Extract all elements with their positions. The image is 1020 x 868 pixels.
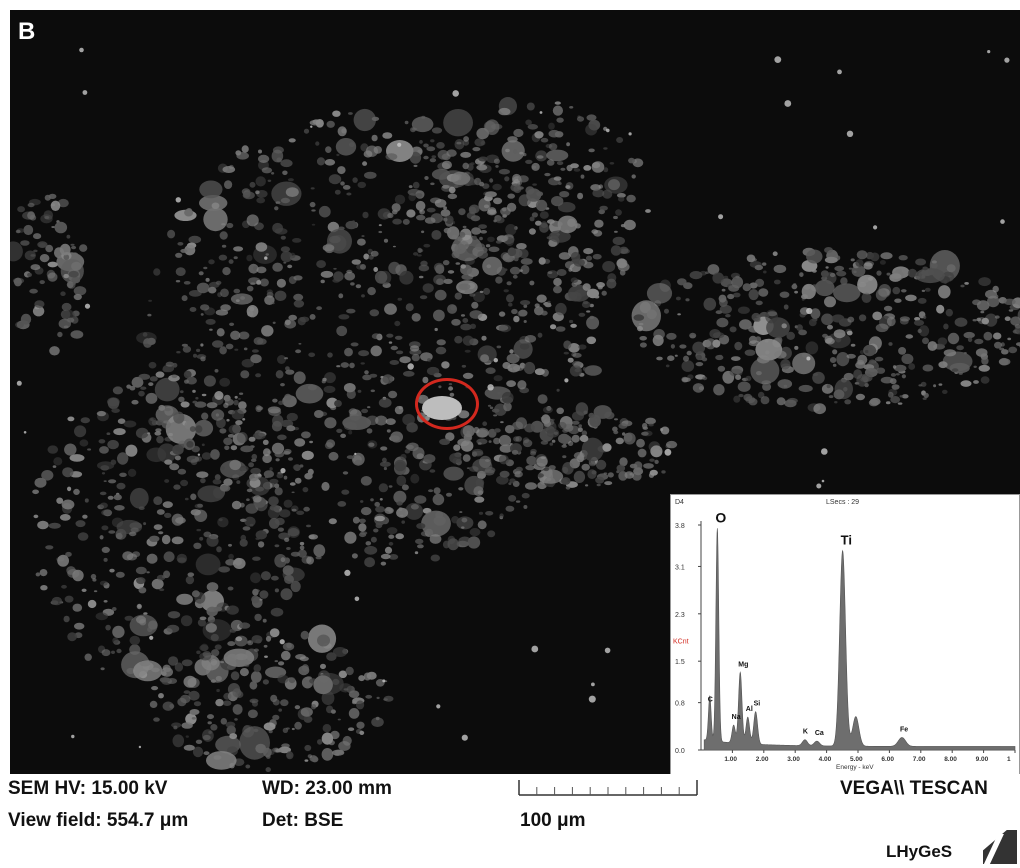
- detector-text: Det: BSE: [262, 810, 344, 831]
- eds-x-tick-label: 3.00: [787, 756, 800, 763]
- eds-peak-label-fe: Fe: [900, 726, 908, 733]
- eds-x-tick-label: 2.00: [756, 756, 769, 763]
- eds-header-center: LSecs : 29: [826, 499, 859, 506]
- eds-x-tick-label: 7.00: [913, 756, 926, 763]
- eds-y-tick-label: 0.0: [675, 748, 685, 755]
- sem-info-bar: SEM HV: 15.00 kV WD: 23.00 mm View field…: [0, 774, 1020, 864]
- eds-y-tick-label: 3.8: [675, 523, 685, 530]
- eds-peak-label-mg: Mg: [738, 661, 748, 668]
- eds-y-tick-label: 0.8: [675, 701, 685, 708]
- eds-peak-label-al: Al: [746, 706, 753, 713]
- eds-header-left: D4: [675, 499, 684, 506]
- eds-y-tick-label: 2.3: [675, 612, 685, 619]
- wd-text: WD: 23.00 mm: [262, 778, 392, 799]
- scale-bar: [518, 780, 698, 796]
- eds-y-unit: KCnt: [673, 638, 689, 645]
- view-field-text: View field: 554.7 μm: [8, 810, 189, 831]
- eds-peak-label-k: K: [803, 729, 808, 736]
- lab-logo-text: LHyGeS: [886, 842, 953, 861]
- eds-x-tick-label: 1.00: [724, 756, 737, 763]
- eds-spectrum-plot: D4 LSecs : 29 3.8 3.1 2.3 1.5 0.8 0.0 KCnt 1.00 2.…: [673, 499, 1016, 771]
- sem-hv-text: SEM HV: 15.00 kV: [8, 778, 168, 799]
- eds-peak-label-si: Si: [754, 701, 761, 708]
- scale-label: 100 μm: [520, 810, 586, 831]
- eds-y-tick-label: 1.5: [675, 659, 685, 666]
- eds-x-tick-label: 5.00: [850, 756, 863, 763]
- analysis-point-marker: [415, 378, 479, 430]
- eds-peak-label-ti: Ti: [841, 533, 852, 548]
- panel-label: B: [18, 18, 36, 45]
- instrument-name: VEGA\\ TESCAN: [840, 778, 988, 799]
- sem-micrograph: B: [10, 10, 1020, 774]
- eds-x-tick-label: 1: [1007, 756, 1011, 763]
- eds-x-tick-label: 9.00: [976, 756, 989, 763]
- eds-peak-label-na: Na: [732, 714, 741, 721]
- eds-x-tick-label: 4.00: [819, 756, 832, 763]
- eds-y-tick-label: 3.1: [675, 564, 685, 571]
- sem-texture: [10, 47, 1020, 773]
- eds-x-tick-label: 6.00: [881, 756, 894, 763]
- eds-peak-label-ca: Ca: [815, 730, 824, 737]
- eds-spectrum-inset: D4 LSecs : 29 3.8 3.1 2.3 1.5 0.8 0.0 KCnt 1.00 2.…: [670, 494, 1020, 775]
- eds-x-tick-label: 8.00: [944, 756, 957, 763]
- eds-peak-label-c: C: [708, 697, 713, 704]
- eds-peak-label-o: O: [715, 509, 726, 525]
- eds-spectrum-area: [703, 528, 1016, 751]
- eds-x-axis-label: Energy - keV: [836, 764, 874, 771]
